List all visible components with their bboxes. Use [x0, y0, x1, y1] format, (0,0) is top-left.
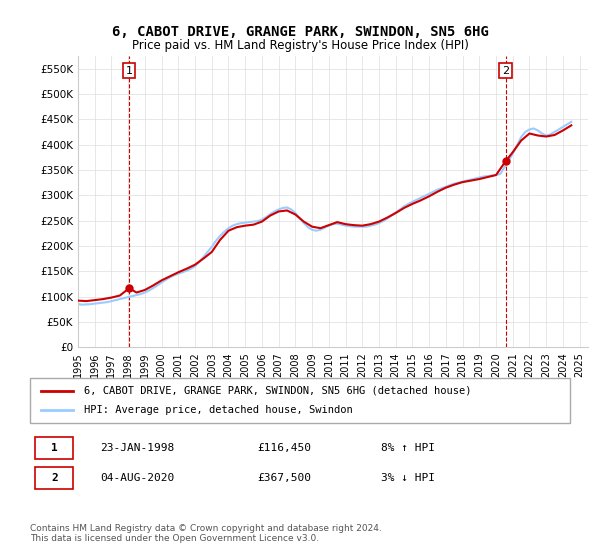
Text: 2: 2 — [51, 473, 58, 483]
Text: £367,500: £367,500 — [257, 473, 311, 483]
Text: 6, CABOT DRIVE, GRANGE PARK, SWINDON, SN5 6HG: 6, CABOT DRIVE, GRANGE PARK, SWINDON, SN… — [112, 25, 488, 39]
FancyBboxPatch shape — [30, 378, 570, 423]
Text: HPI: Average price, detached house, Swindon: HPI: Average price, detached house, Swin… — [84, 405, 353, 416]
FancyBboxPatch shape — [35, 468, 73, 489]
Text: 8% ↑ HPI: 8% ↑ HPI — [381, 443, 435, 453]
Text: Contains HM Land Registry data © Crown copyright and database right 2024.
This d: Contains HM Land Registry data © Crown c… — [30, 524, 382, 543]
FancyBboxPatch shape — [35, 437, 73, 459]
Text: 23-JAN-1998: 23-JAN-1998 — [100, 443, 175, 453]
Text: £116,450: £116,450 — [257, 443, 311, 453]
Text: 1: 1 — [51, 443, 58, 453]
Text: 2: 2 — [502, 66, 509, 76]
Point — [501, 157, 511, 166]
Text: 3% ↓ HPI: 3% ↓ HPI — [381, 473, 435, 483]
Text: 1: 1 — [125, 66, 133, 76]
Text: Price paid vs. HM Land Registry's House Price Index (HPI): Price paid vs. HM Land Registry's House … — [131, 39, 469, 52]
Text: 6, CABOT DRIVE, GRANGE PARK, SWINDON, SN5 6HG (detached house): 6, CABOT DRIVE, GRANGE PARK, SWINDON, SN… — [84, 385, 472, 395]
Text: 04-AUG-2020: 04-AUG-2020 — [100, 473, 175, 483]
Point — [124, 284, 134, 293]
